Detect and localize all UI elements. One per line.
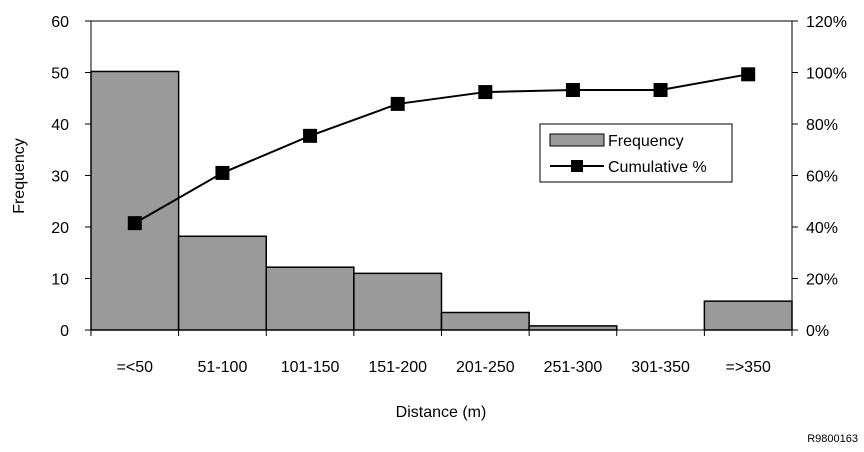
x-tick-label-4: 201-250 (456, 359, 515, 376)
x-tick-label-1: 51-100 (198, 359, 248, 376)
y-axis-title: Frequency (11, 138, 28, 214)
bar-0 (90, 70, 180, 331)
line-layer (127, 67, 756, 231)
legend-label-cumulative: Cumulative % (608, 159, 707, 176)
legend-label-frequency: Frequency (608, 133, 684, 150)
bar-4 (440, 311, 530, 331)
y-tick-label-0: 0 (60, 323, 69, 340)
ticks-layer: 0 10 20 30 40 50 60 0% 20% 40% 60% 80% 100% 120% =<50 5… (51, 14, 847, 376)
y-tick-label-4: 40 (51, 117, 69, 134)
bar-7 (703, 300, 793, 331)
x-tick-label-3: 151-200 (368, 359, 427, 376)
bars-layer (90, 70, 793, 331)
y2-tick-label-3: 60% (806, 169, 838, 186)
x-tick-label-6: 301-350 (631, 359, 690, 376)
legend-marker-cumulative (571, 160, 583, 172)
y-tick-label-3: 30 (51, 169, 69, 186)
bar-5 (528, 325, 618, 331)
cumulative-point-0 (127, 216, 142, 231)
x-tick-label-7: =>350 (725, 359, 770, 376)
legend: Frequency Cumulative % (539, 123, 733, 183)
y2-tick-label-2: 40% (806, 220, 838, 237)
y-tick-label-5: 50 (51, 66, 69, 83)
bar-1 (177, 235, 267, 331)
y2-tick-label-1: 20% (806, 272, 838, 289)
bar-3 (353, 272, 443, 331)
y-tick-label-6: 60 (51, 14, 69, 31)
y2-tick-label-4: 80% (806, 117, 838, 134)
cumulative-point-6 (653, 83, 668, 98)
y-tick-label-1: 10 (51, 272, 69, 289)
cumulative-point-1 (215, 165, 230, 180)
x-tick-label-5: 251-300 (544, 359, 603, 376)
x-tick-label-0: =<50 (117, 359, 154, 376)
x-tick-label-2: 101-150 (281, 359, 340, 376)
cumulative-line (134, 73, 749, 225)
y2-tick-label-5: 100% (806, 66, 847, 83)
cumulative-point-2 (303, 128, 318, 143)
x-axis-title: Distance (m) (396, 404, 487, 421)
y-tick-label-2: 20 (51, 220, 69, 237)
bar-2 (265, 266, 355, 331)
cumulative-point-3 (390, 96, 405, 111)
cumulative-point-4 (478, 85, 493, 100)
y2-tick-label-0: 0% (806, 323, 829, 340)
y2-tick-label-6: 120% (806, 14, 847, 31)
figure-id-label: R9800163 (807, 433, 858, 445)
cumulative-point-7 (741, 67, 756, 82)
cumulative-point-5 (565, 83, 580, 98)
legend-swatch-frequency (549, 133, 605, 147)
